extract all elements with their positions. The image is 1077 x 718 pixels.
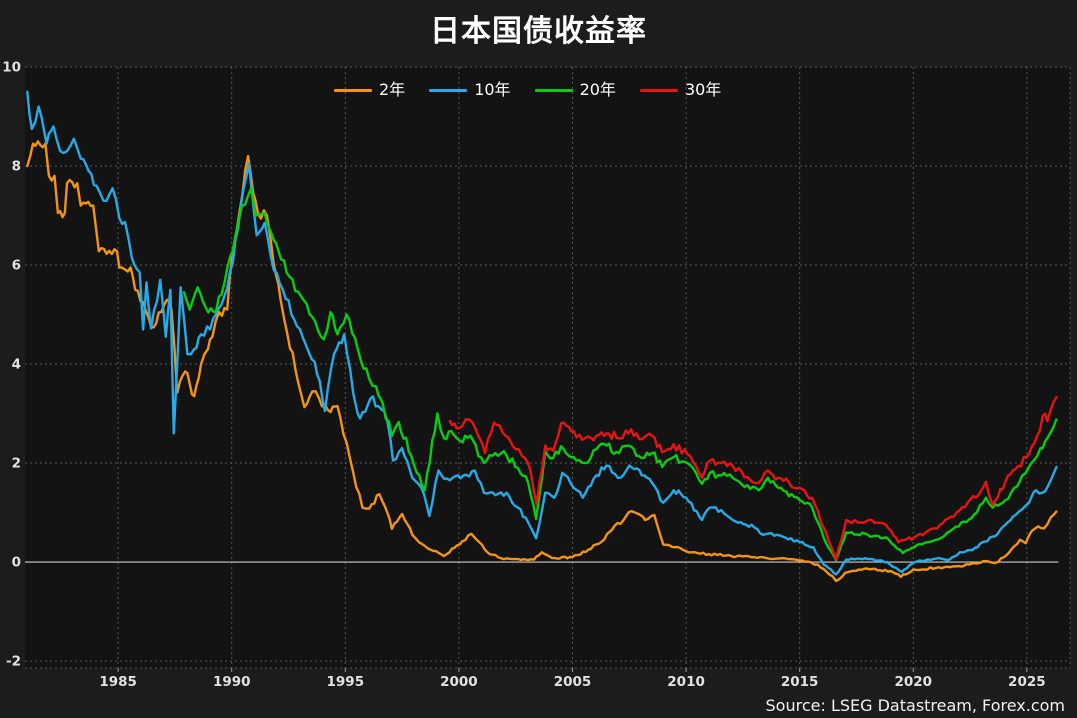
y-tick-label: -2 — [6, 654, 21, 670]
x-tick-label: 1985 — [99, 674, 137, 690]
legend-swatch-icon — [534, 88, 573, 92]
x-tick-label: 2000 — [440, 674, 478, 690]
chart-title: 日本国债收益率 — [430, 14, 647, 49]
chart-legend: 2年 10年 20年 30年 — [334, 81, 721, 99]
gridlines — [25, 66, 1071, 672]
y-tick-label: 10 — [2, 60, 21, 76]
legend-swatch-icon — [334, 88, 372, 92]
x-tick-label: 2020 — [894, 674, 932, 690]
source-note: Source: LSEG Datastream, Forex.com — [765, 696, 1065, 715]
series-line-2 — [182, 187, 1058, 562]
series-line-0 — [26, 140, 1058, 583]
series-line-1 — [26, 90, 1058, 576]
legend-item-2: 20年 — [534, 80, 616, 99]
y-tick-label: 6 — [12, 258, 21, 274]
legend-label: 30年 — [684, 80, 722, 99]
y-tick-label: 4 — [12, 357, 21, 373]
x-tick-label: 1995 — [327, 674, 365, 690]
series-line-3 — [448, 396, 1058, 561]
legend-swatch-icon — [639, 88, 678, 92]
legend-label: 2年 — [379, 80, 406, 99]
y-tick-label: 0 — [12, 555, 21, 571]
legend-item-1: 10年 — [429, 80, 511, 99]
y-tick-label: 8 — [12, 159, 21, 175]
legend-label: 20年 — [579, 80, 616, 99]
legend-item-0: 2年 — [334, 81, 405, 99]
legend-swatch-icon — [429, 88, 468, 92]
legend-label: 10年 — [474, 80, 511, 99]
x-tick-label: 2015 — [781, 674, 819, 690]
x-tick-label: 2025 — [1008, 674, 1046, 690]
axis-labels: 10 8 6 4 2 0 -2 1985 1990 1995 2000 2005 2010 2015 202… — [2, 60, 1045, 691]
y-tick-label: 2 — [12, 456, 21, 472]
x-tick-label: 1990 — [213, 674, 251, 690]
x-tick-label: 2010 — [667, 674, 705, 690]
x-tick-label: 2005 — [554, 674, 592, 690]
legend-item-3: 30年 — [639, 80, 722, 99]
